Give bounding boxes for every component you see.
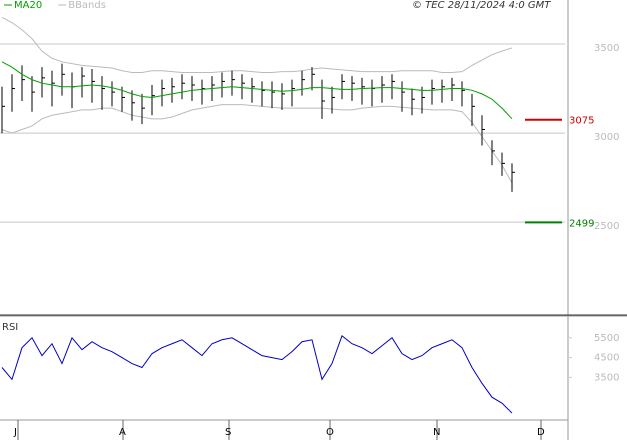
rsi-line bbox=[1, 334, 513, 414]
rsi-title: RSI bbox=[2, 322, 18, 333]
legend-entry: BBands bbox=[68, 0, 106, 11]
y-tick-label: 5500 bbox=[594, 333, 619, 344]
legend-entry: MA20 bbox=[14, 0, 42, 11]
y-tick-label: 3500 bbox=[594, 43, 619, 54]
level-label: 3075 bbox=[569, 116, 594, 127]
bband-upper bbox=[1, 16, 513, 74]
x-tick-label: D bbox=[537, 427, 545, 438]
y-tick-label: 2500 bbox=[594, 221, 619, 232]
copyright: © TEC 28/11/2024 4:0 GMT bbox=[412, 0, 551, 11]
y-tick-label: 3500 bbox=[594, 372, 619, 383]
x-tick-label: N bbox=[433, 427, 440, 438]
y-tick-label: 4500 bbox=[594, 353, 619, 364]
level-label: 2499 bbox=[569, 218, 594, 229]
x-tick-label: A bbox=[119, 427, 126, 438]
bband-lower bbox=[1, 104, 513, 184]
ma-line bbox=[1, 61, 513, 120]
x-tick-label: S bbox=[225, 427, 231, 438]
x-tick-label: O bbox=[326, 427, 334, 438]
x-tick-label: J bbox=[13, 427, 17, 438]
y-tick-label: 3000 bbox=[594, 132, 619, 143]
